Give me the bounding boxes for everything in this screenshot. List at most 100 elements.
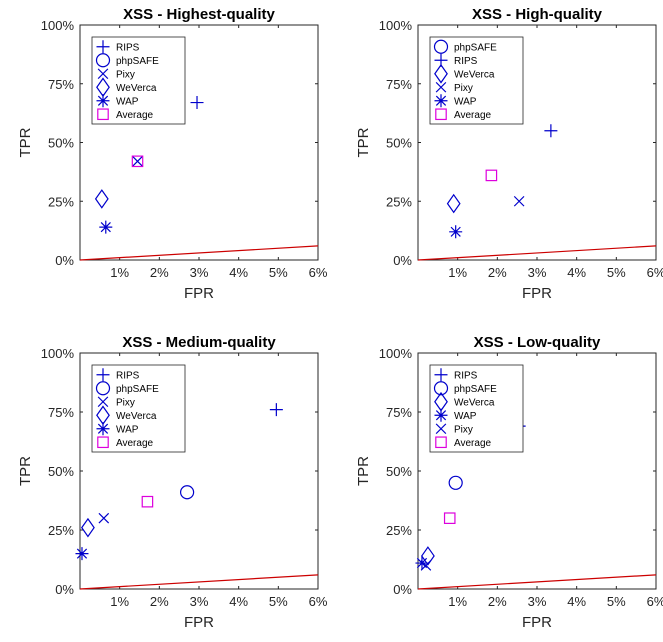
legend-symbol-rips	[96, 368, 110, 382]
data-point-rips	[269, 403, 283, 417]
legend-symbol-weverca	[434, 63, 448, 84]
data-point-average	[485, 169, 498, 182]
x-axis-label: FPR	[522, 614, 552, 631]
x-tick-label: 2%	[150, 594, 169, 609]
x-tick-label: 5%	[607, 594, 626, 609]
legend-symbol-phpsafe	[95, 53, 111, 68]
legend-label: phpSAFE	[454, 384, 497, 395]
x-tick-label: 4%	[567, 265, 586, 280]
x-tick-label: 6%	[647, 265, 663, 280]
data-point-pixy	[513, 195, 525, 207]
x-tick-label: 3%	[528, 265, 547, 280]
legend-symbol-pixy	[97, 396, 109, 408]
data-point-weverca	[421, 546, 435, 566]
x-tick-label: 2%	[488, 265, 507, 280]
chart-panel-2: XSS - High-quality 1% 2% 3% 4% 5% 6% 0% 25% 50% 75…	[355, 6, 663, 302]
data-point-weverca	[94, 189, 109, 209]
legend-label: Average	[116, 110, 154, 121]
x-tick-label: 3%	[528, 594, 547, 609]
legend-label: RIPS	[454, 56, 478, 67]
y-tick-label: 75%	[48, 77, 74, 92]
x-axis-label: FPR	[184, 285, 214, 302]
legend: RIPS phpSAFE Pixy WeVerca WAP Average	[91, 36, 186, 125]
legend-label: WeVerca	[454, 397, 495, 408]
y-tick-label: 75%	[386, 77, 412, 92]
legend-label: RIPS	[454, 370, 478, 381]
y-tick-label: 0%	[55, 582, 74, 597]
data-point-rips	[190, 96, 204, 110]
chart-title: XSS - Low-quality	[474, 334, 601, 351]
data-point-wap	[75, 547, 89, 561]
legend-symbol-wap	[96, 422, 110, 436]
legend-label: Average	[454, 110, 492, 121]
y-tick-label: 100%	[379, 346, 413, 361]
y-axis-label: TPR	[355, 456, 372, 486]
y-tick-label: 25%	[386, 523, 412, 538]
y-tick-label: 75%	[386, 405, 412, 420]
data-point-wap	[449, 225, 463, 239]
x-tick-label: 1%	[110, 265, 129, 280]
data-point-phpsafe	[180, 485, 195, 500]
legend-symbol-wap	[434, 408, 448, 422]
x-tick-label: 1%	[110, 594, 129, 609]
y-tick-label: 25%	[48, 194, 74, 209]
x-tick-label: 5%	[269, 265, 288, 280]
data-point-rips	[544, 124, 558, 138]
legend-label: WeVerca	[454, 69, 495, 80]
legend-symbol-phpsafe	[433, 381, 449, 396]
chart-title: XSS - High-quality	[472, 6, 603, 23]
legend-symbol-rips	[434, 368, 448, 382]
legend: phpSAFE RIPS WeVerca Pixy WAP Average	[429, 36, 524, 125]
legend-symbol-pixy	[435, 423, 447, 435]
x-tick-label: 4%	[567, 594, 586, 609]
legend-label: phpSAFE	[116, 56, 159, 67]
data-point-phpsafe	[448, 475, 463, 490]
reference-line	[79, 574, 319, 590]
legend-label: Average	[454, 438, 492, 449]
legend-label: Pixy	[454, 83, 473, 94]
legend-symbol-average	[435, 436, 447, 449]
legend-symbol-wap	[434, 94, 448, 108]
y-tick-label: 50%	[386, 136, 412, 151]
chart-panel-3: XSS - Medium-quality 1% 2% 3% 4% 5% 6% 0% 25% 50%…	[17, 334, 328, 631]
legend-symbol-pixy	[97, 68, 109, 80]
x-tick-label: 5%	[269, 594, 288, 609]
data-point-average	[141, 495, 154, 508]
legend-label: RIPS	[116, 42, 140, 53]
legend-label: WAP	[454, 411, 477, 422]
data-point-average	[443, 512, 456, 524]
chart-title: XSS - Medium-quality	[122, 334, 276, 351]
legend-label: WAP	[116, 424, 139, 435]
legend-symbol-phpsafe	[433, 39, 449, 54]
y-tick-label: 25%	[386, 194, 412, 209]
x-tick-label: 4%	[229, 265, 248, 280]
data-point-weverca	[446, 193, 461, 214]
data-point-weverca	[81, 517, 95, 538]
legend-label: Pixy	[116, 397, 135, 408]
x-axis-label: FPR	[184, 614, 214, 631]
legend-symbol-average	[97, 436, 109, 449]
y-tick-label: 0%	[393, 582, 412, 597]
data-point-average	[131, 155, 144, 168]
legend-label: WAP	[454, 96, 477, 107]
y-tick-label: 50%	[386, 464, 412, 479]
data-point-pixy	[420, 560, 432, 571]
data-point-pixy	[132, 156, 143, 167]
legend-label: Average	[116, 438, 154, 449]
chart-panel-4: XSS - Low-quality 1% 2% 3% 4% 5% 6% 0% 25% 50% 75%…	[355, 334, 663, 631]
legend-label: Pixy	[116, 69, 135, 80]
x-tick-label: 6%	[309, 594, 328, 609]
legend-label: WAP	[116, 96, 139, 107]
chart-panel-1: XSS - Highest-quality 1% 2% 3% 4% 5% 6% 0% 25% 50…	[17, 6, 328, 302]
chart-title: XSS - Highest-quality	[123, 6, 275, 23]
x-tick-label: 3%	[190, 265, 209, 280]
x-tick-label: 2%	[150, 265, 169, 280]
y-tick-label: 100%	[379, 18, 413, 33]
x-tick-label: 3%	[190, 594, 209, 609]
reference-line	[79, 245, 319, 261]
y-axis-label: TPR	[17, 127, 34, 157]
legend-label: phpSAFE	[116, 384, 159, 395]
legend: RIPS phpSAFE Pixy WeVerca WAP Average	[91, 364, 186, 453]
legend-symbol-pixy	[435, 81, 447, 93]
legend-symbol-average	[97, 108, 109, 121]
